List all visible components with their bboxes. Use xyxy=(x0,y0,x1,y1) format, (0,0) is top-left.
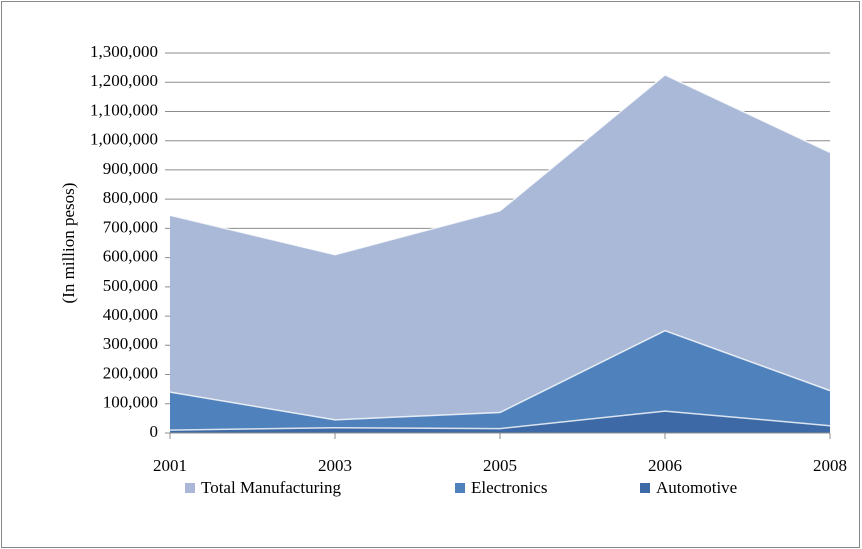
x-tick-label: 2003 xyxy=(318,456,352,475)
area xyxy=(170,330,830,433)
y-tick-label: 600,000 xyxy=(103,247,158,266)
y-tick-label: 700,000 xyxy=(103,217,158,236)
legend-label: Automotive xyxy=(656,478,737,497)
legend-swatch xyxy=(640,483,650,493)
legend-label: Electronics xyxy=(471,478,547,497)
y-tick-label: 500,000 xyxy=(103,276,158,295)
area-edge xyxy=(169,329,831,421)
area-edge xyxy=(169,410,831,431)
area xyxy=(170,411,830,433)
y-tick-label: 400,000 xyxy=(103,305,158,324)
y-tick-label: 1,200,000 xyxy=(90,71,158,90)
y-tick-label: 200,000 xyxy=(103,363,158,382)
area-edge xyxy=(169,74,831,256)
x-tick-label: 2005 xyxy=(483,456,517,475)
legend-swatch xyxy=(455,483,465,493)
x-tick-label: 2006 xyxy=(648,456,682,475)
y-tick-label: 0 xyxy=(150,422,159,441)
y-tick-label: 1,000,000 xyxy=(90,130,158,149)
x-tick-label: 2001 xyxy=(153,456,187,475)
y-tick-label: 800,000 xyxy=(103,188,158,207)
y-tick-label: 300,000 xyxy=(103,334,158,353)
x-tick-label: 2008 xyxy=(813,456,847,475)
legend-label: Total Manufacturing xyxy=(201,478,341,497)
y-tick-label: 100,000 xyxy=(103,393,158,412)
y-tick-label: 1,300,000 xyxy=(90,42,158,61)
y-tick-label: 1,100,000 xyxy=(90,100,158,119)
legend-swatch xyxy=(185,483,195,493)
y-tick-label: 900,000 xyxy=(103,159,158,178)
y-axis-label: (In million pesos) xyxy=(59,183,78,304)
